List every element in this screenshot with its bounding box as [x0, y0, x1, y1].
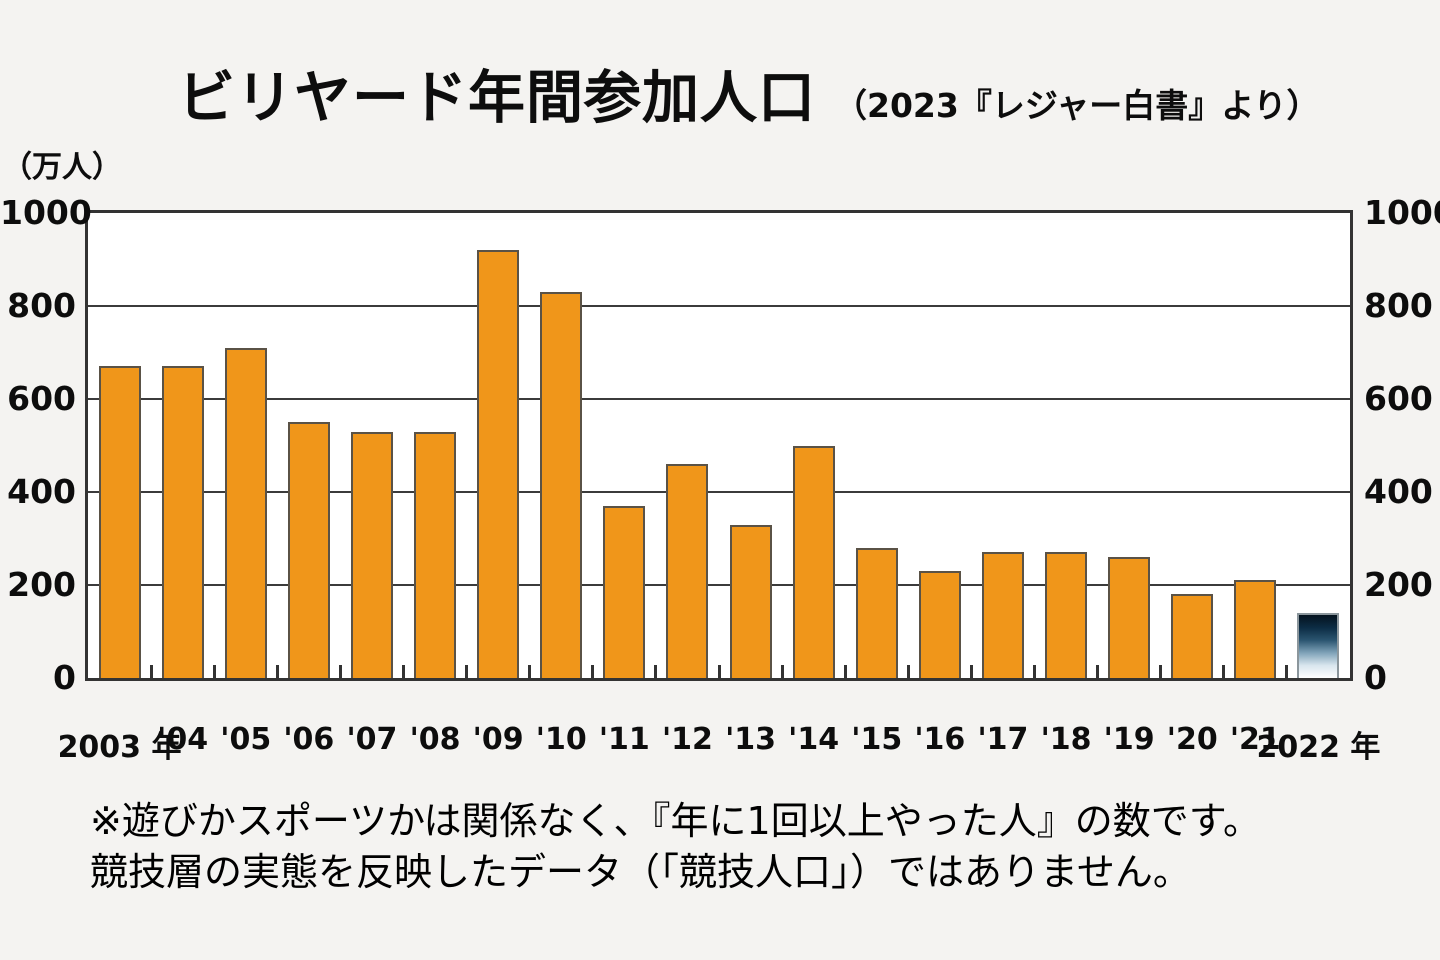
x-label-07: '07: [346, 722, 398, 757]
bar-2022: [1297, 612, 1340, 678]
x-label-18: '18: [1040, 722, 1092, 757]
x-label-19: '19: [1103, 722, 1155, 757]
x-label-15: '15: [851, 722, 903, 757]
bar-04: [161, 366, 204, 678]
x-axis-tick-10: [717, 665, 721, 678]
gridline-200: [88, 584, 1350, 586]
x-axis-tick-11: [780, 665, 784, 678]
bar-19: [1108, 557, 1151, 678]
y-label-left-0: 0: [53, 658, 76, 697]
bar-10: [540, 292, 583, 678]
y-label-left-800: 800: [7, 286, 76, 325]
x-axis-tick-15: [1033, 665, 1036, 678]
x-axis-tick-5: [402, 665, 405, 678]
chart-title: ビリヤード年間参加人口: [178, 65, 816, 131]
footnote: ※遊びかスポーツかは関係なく、『年に1回以上やった人』の数です。 競技層の実態を…: [90, 796, 1261, 898]
title-row: ビリヤード年間参加人口 （2023『レジャー白書』より）: [178, 52, 1320, 134]
x-label-17: '17: [977, 722, 1029, 757]
x-label-20: '20: [1166, 722, 1218, 757]
x-label-2003: 2003 年: [57, 730, 182, 765]
bar-11: [603, 505, 646, 678]
y-label-right-600: 600: [1364, 379, 1433, 418]
footnote-line-2: 競技層の実態を反映したデータ（「競技人口」）ではありません。: [90, 849, 1191, 894]
x-axis-tick-13: [906, 665, 910, 678]
y-label-left-400: 400: [7, 472, 76, 511]
x-axis-tick-14: [969, 665, 973, 678]
x-label-13: '13: [725, 722, 777, 757]
bar-20: [1171, 594, 1214, 678]
y-axis-unit-label: （万人）: [2, 150, 122, 185]
y-label-right-800: 800: [1364, 286, 1433, 325]
gridline-800: [88, 305, 1350, 307]
bar-08: [414, 431, 457, 678]
x-axis-tick-18: [1222, 665, 1226, 678]
x-axis-tick-19: [1285, 665, 1289, 678]
x-label-14: '14: [788, 722, 840, 757]
bar-16: [918, 571, 961, 678]
y-label-right-200: 200: [1364, 565, 1433, 604]
x-label-10: '10: [535, 722, 587, 757]
gridline-400: [88, 491, 1350, 493]
gridline-600: [88, 398, 1350, 400]
x-axis-tick-1: [149, 665, 153, 678]
x-label-06: '06: [283, 722, 335, 757]
chart-subtitle: （2023『レジャー白書』より）: [834, 86, 1320, 125]
x-axis-tick-6: [465, 665, 469, 678]
x-label-05: '05: [220, 722, 272, 757]
x-label-16: '16: [914, 722, 966, 757]
bar-12: [666, 464, 709, 678]
bar-21: [1234, 580, 1277, 678]
y-label-right-400: 400: [1364, 472, 1433, 511]
x-axis-tick-2: [212, 665, 216, 678]
y-label-left-600: 600: [7, 379, 76, 418]
x-label-2022: 2022 年: [1256, 730, 1381, 765]
y-label-right-1000: 1000: [1364, 193, 1440, 232]
x-label-08: '08: [409, 722, 461, 757]
x-label-09: '09: [472, 722, 524, 757]
bar-2003: [98, 366, 141, 678]
x-axis-tick-8: [591, 665, 595, 678]
x-label-11: '11: [598, 722, 650, 757]
bar-07: [350, 431, 393, 678]
y-label-left-1000: 1000: [0, 193, 92, 232]
bar-06: [287, 422, 330, 678]
x-label-21: '21: [1229, 722, 1281, 757]
bar-18: [1045, 552, 1088, 678]
x-axis-tick-4: [338, 665, 342, 678]
y-label-right-0: 0: [1364, 658, 1387, 697]
x-axis-tick-9: [654, 665, 658, 678]
x-axis-tick-17: [1159, 665, 1163, 678]
x-axis-tick-16: [1096, 665, 1100, 678]
bar-14: [792, 445, 835, 678]
bar-17: [981, 552, 1024, 678]
bar-13: [729, 524, 772, 678]
x-axis-tick-3: [275, 665, 279, 678]
x-label-04: '04: [157, 722, 209, 757]
x-label-12: '12: [661, 722, 713, 757]
plot-area: [85, 210, 1353, 681]
footnote-line-1: ※遊びかスポーツかは関係なく、『年に1回以上やった人』の数です。: [90, 799, 1261, 843]
x-axis-tick-12: [843, 665, 847, 678]
bar-05: [224, 347, 267, 678]
y-label-left-200: 200: [7, 565, 76, 604]
bar-09: [477, 250, 520, 678]
bar-15: [855, 547, 898, 678]
x-axis-tick-7: [528, 665, 532, 678]
